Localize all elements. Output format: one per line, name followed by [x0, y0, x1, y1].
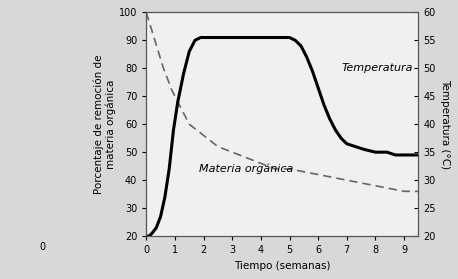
Y-axis label: Porcentaje de remoción de
materia orgánica: Porcentaje de remoción de materia orgáni…: [93, 54, 116, 194]
Y-axis label: Temperatura (°C): Temperatura (°C): [440, 79, 450, 169]
X-axis label: Tiempo (semanas): Tiempo (semanas): [234, 261, 331, 271]
Text: Temperatura: Temperatura: [341, 63, 413, 73]
Text: Materia orgánica: Materia orgánica: [199, 163, 294, 174]
Text: 0: 0: [40, 242, 46, 252]
